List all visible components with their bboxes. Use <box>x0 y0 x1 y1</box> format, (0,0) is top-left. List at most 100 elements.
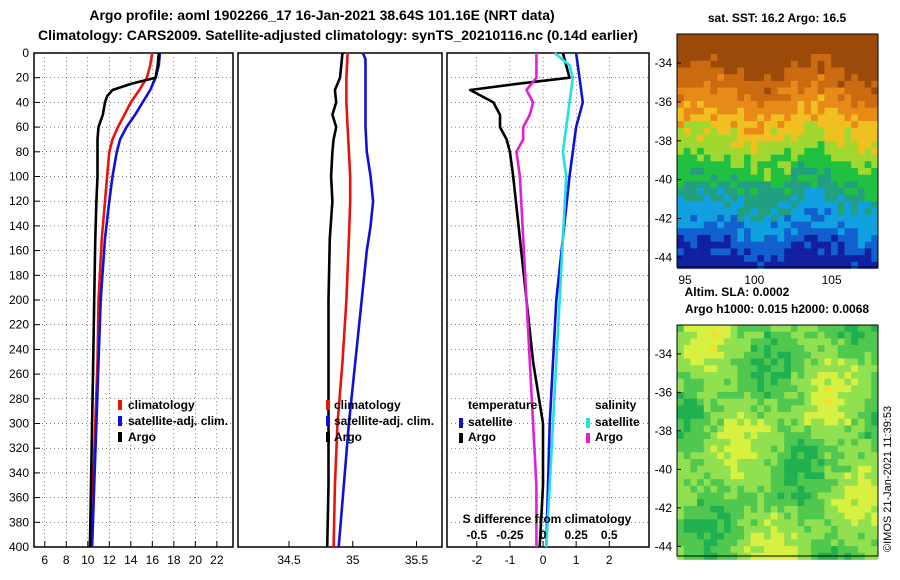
sst-cell <box>851 141 859 149</box>
sst-cell <box>710 74 718 82</box>
sla-cell <box>824 505 832 513</box>
sla-cell <box>677 505 684 513</box>
sst-cell <box>690 107 698 115</box>
sst-cell <box>717 101 725 108</box>
sst-cell <box>864 94 872 102</box>
sst-cell <box>837 241 845 249</box>
sla-cell <box>857 532 865 540</box>
sst-cell <box>871 101 879 108</box>
sst-cell <box>697 74 705 82</box>
sst-cell <box>811 174 818 182</box>
sst-cell <box>697 201 705 209</box>
sla-cell <box>804 479 812 487</box>
sst-cell <box>844 248 852 256</box>
sst-cell <box>784 235 792 242</box>
sla-cell <box>797 325 805 332</box>
sla-cell <box>857 512 865 520</box>
sla-cell <box>697 532 705 540</box>
sst-cell <box>864 101 872 108</box>
sla-cell <box>837 499 845 507</box>
sst-cell <box>777 221 785 229</box>
sst-cell <box>790 194 798 202</box>
sst-cell <box>683 221 691 229</box>
salinity-panel: 34.5 35 35.5 climatology satellite-adj. cl… <box>237 52 443 567</box>
sla-cell <box>851 331 859 339</box>
sst-cell <box>744 94 751 102</box>
sla-cell <box>683 459 691 466</box>
sst-cell <box>750 121 758 129</box>
sst-cell <box>697 147 705 155</box>
sst-cell <box>871 201 879 209</box>
sla-cell <box>757 345 765 353</box>
sst-cell <box>864 248 872 256</box>
sst-cell <box>697 67 705 75</box>
sst-cell <box>811 74 818 82</box>
sst-cell <box>777 54 785 62</box>
sst-cell <box>770 235 778 242</box>
sst-cell <box>804 235 812 242</box>
sla-cell <box>777 452 785 460</box>
sst-cell <box>770 34 778 41</box>
sla-cell <box>837 338 845 346</box>
sst-cell <box>717 208 725 216</box>
sla-cell <box>683 338 691 346</box>
x-tick-label: 22 <box>210 553 224 567</box>
sst-cell <box>871 114 879 122</box>
sla-cell <box>757 445 765 453</box>
sst-cell <box>703 60 711 68</box>
sla-cell <box>817 546 825 554</box>
sst-cell <box>677 194 684 202</box>
sst-cell <box>844 181 852 189</box>
sla-cell <box>710 338 718 346</box>
sst-cell <box>690 87 698 95</box>
sst-cell <box>864 201 872 209</box>
x-tick-label: 35.5 <box>405 553 429 567</box>
sst-cell <box>697 214 705 222</box>
figure-title-line1: Argo profile: aoml 1902266_17 16-Jan-202… <box>89 7 554 23</box>
sst-cell <box>744 147 751 155</box>
sla-cell <box>790 519 798 527</box>
sst-cell <box>710 67 718 75</box>
sla-cell <box>690 398 698 406</box>
sst-cell <box>764 154 772 162</box>
sst-cell <box>723 248 731 256</box>
sla-cell <box>824 425 832 433</box>
sla-cell <box>777 398 785 406</box>
sst-cell <box>784 221 792 229</box>
sst-cell <box>857 67 865 75</box>
sla-cell <box>730 371 738 379</box>
sst-cell <box>737 235 745 242</box>
series-line-satellite-adj-clim- <box>90 52 162 548</box>
sla-cell <box>744 412 751 420</box>
sla-cell <box>817 371 825 379</box>
sst-cell <box>730 147 738 155</box>
sla-cell <box>703 358 711 366</box>
sst-cell <box>844 34 852 41</box>
sst-cell <box>683 228 691 236</box>
sst-cell <box>790 214 798 222</box>
sla-cell <box>744 405 751 413</box>
sst-cell <box>804 47 812 55</box>
sla-cell <box>770 432 778 440</box>
sla-cell <box>764 479 772 487</box>
sla-cell <box>837 472 845 480</box>
sst-cell <box>871 47 879 55</box>
sla-cell <box>790 331 798 339</box>
sst-cell <box>851 194 859 202</box>
sst-cell <box>717 255 725 263</box>
sst-cell <box>697 208 705 216</box>
sst-cell <box>677 174 684 182</box>
sst-cell <box>764 174 772 182</box>
sst-cell <box>703 107 711 115</box>
sla-cell <box>703 452 711 460</box>
sla-cell <box>737 438 745 446</box>
sst-cell <box>837 255 845 263</box>
sst-cell <box>864 60 872 68</box>
sla-cell <box>804 539 812 547</box>
sla-cell <box>784 358 792 366</box>
sst-cell <box>777 181 785 189</box>
sst-cell <box>790 134 798 142</box>
sla-cell <box>730 499 738 507</box>
sst-cell <box>837 161 845 169</box>
sst-cell <box>710 101 718 108</box>
